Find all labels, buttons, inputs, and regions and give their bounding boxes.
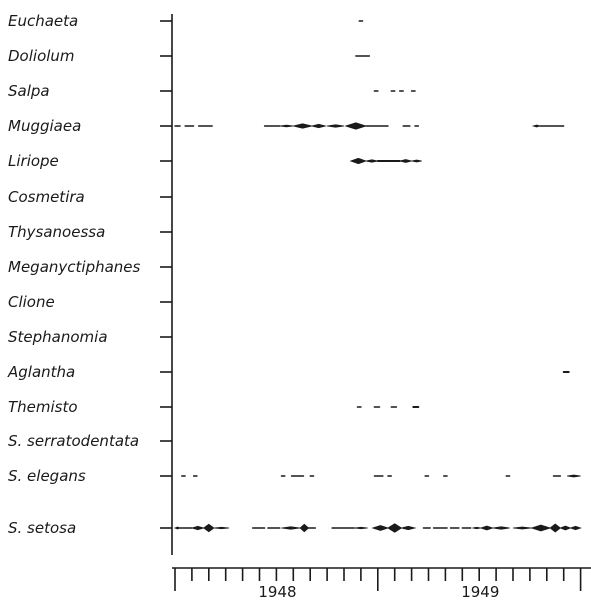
abundance-kite: [354, 526, 368, 530]
abundance-kite: [371, 525, 390, 531]
abundance-kite: [492, 526, 510, 530]
abundance-kite: [387, 523, 403, 533]
species-label: Themisto: [8, 398, 78, 416]
species-label: Cosmetira: [8, 188, 85, 206]
species-label: S. setosa: [8, 519, 76, 537]
species-label: Doliolum: [8, 47, 75, 65]
abundance-kite: [190, 525, 206, 531]
species-label: Clione: [8, 293, 55, 311]
abundance-kite: [279, 124, 294, 128]
abundance-kite: [479, 525, 494, 531]
abundance-kite: [530, 524, 552, 532]
species-label: S. elegans: [8, 467, 86, 485]
abundance-kite: [349, 157, 368, 165]
abundance-kite: [399, 159, 412, 163]
abundance-kite: [310, 123, 328, 129]
abundance-kite: [327, 124, 345, 128]
axes: 1948 1949: [160, 14, 591, 601]
species-label: Stephanomia: [8, 328, 108, 346]
abundance-kite: [559, 525, 572, 531]
abundance-kite: [213, 526, 230, 530]
abundance-kite: [411, 159, 422, 163]
abundance-kite: [203, 523, 215, 533]
species-label: Salpa: [8, 82, 50, 100]
abundance-kite: [472, 526, 481, 530]
abundance-kite: [567, 474, 581, 478]
abundance-kite: [399, 525, 417, 531]
species-label: Liriope: [8, 152, 59, 170]
abundance-kite: [293, 123, 312, 129]
abundance-kite: [569, 525, 582, 531]
species-label: S. serratodentata: [8, 432, 139, 450]
abundance-kite: [365, 159, 378, 163]
species-label: Meganyctiphanes: [8, 258, 141, 276]
year-label: 1949: [461, 583, 499, 601]
abundance-kite: [531, 124, 542, 128]
species-label: Thysanoessa: [8, 223, 105, 241]
abundance-kite: [512, 526, 532, 530]
species-labels: Euchaeta Doliolum Salpa Muggiaea Liriope Cosm…: [7, 12, 141, 537]
abundance-kite: [281, 526, 301, 530]
abundance-kite: [299, 523, 310, 533]
species-label: Euchaeta: [8, 12, 78, 30]
year-label: 1948: [258, 583, 296, 601]
abundance-kite: [549, 523, 561, 533]
species-label: Aglantha: [7, 363, 75, 381]
abundance-kite: [173, 526, 182, 530]
abundance-kite: [344, 122, 368, 130]
species-label: Muggiaea: [8, 117, 81, 135]
abundance-marks: [173, 20, 582, 533]
